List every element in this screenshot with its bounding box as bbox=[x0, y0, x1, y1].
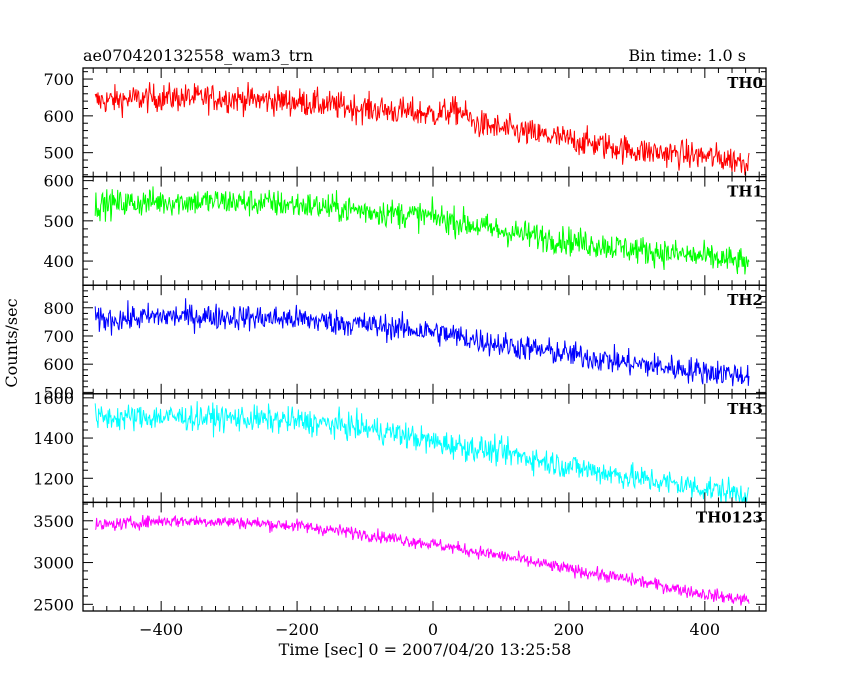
panel-th0: 500 600 700 TH0 bbox=[43, 67, 767, 178]
series-label-th0123: TH0123 bbox=[696, 508, 763, 526]
y-tick-label: 500 bbox=[43, 383, 74, 402]
series-line-th1 bbox=[94, 186, 750, 275]
y-tick-label: 3000 bbox=[33, 554, 74, 573]
panel-th2: 500 600 700 800 TH2 bbox=[43, 284, 767, 402]
panel-th0123: 2500 3000 3500 TH0123 bbox=[33, 501, 767, 614]
x-tick-label: −400 bbox=[139, 620, 183, 639]
y-tick-label: 500 bbox=[43, 212, 74, 231]
x-tick-label: −200 bbox=[275, 620, 319, 639]
y-axis-label: Counts/sec bbox=[2, 298, 21, 387]
y-tick-label: 500 bbox=[43, 144, 74, 163]
panel-frame bbox=[82, 67, 767, 178]
y-tick-label: 600 bbox=[43, 107, 74, 126]
panel-th1: 400 500 600 TH1 bbox=[43, 172, 767, 286]
y-tick-label: 700 bbox=[43, 327, 74, 346]
y-tick-label: 800 bbox=[43, 299, 74, 318]
series-label-th0: TH0 bbox=[727, 74, 763, 92]
series-line-th0123 bbox=[94, 514, 750, 606]
y-tick-label: 700 bbox=[43, 70, 74, 89]
chart-title: ae070420132558_wam3_trn bbox=[83, 46, 313, 65]
y-tick-label: 1200 bbox=[33, 469, 74, 488]
y-tick-label: 600 bbox=[43, 355, 74, 374]
y-tick-label: 400 bbox=[43, 252, 74, 271]
panels: 500 600 700 TH0 400 500 600 TH1 500 600 700 800 TH2 1… bbox=[33, 67, 767, 639]
y-tick-label: 3500 bbox=[33, 512, 74, 531]
panel-th3: 1200 1400 1600 TH3 bbox=[33, 389, 767, 504]
panel-frame bbox=[82, 501, 767, 612]
series-label-th3: TH3 bbox=[727, 400, 763, 418]
y-tick-label: 1600 bbox=[33, 389, 74, 408]
bin-time-label: Bin time: 1.0 s bbox=[628, 46, 746, 65]
y-tick-label: 600 bbox=[43, 172, 74, 191]
x-tick-label: 200 bbox=[554, 620, 585, 639]
x-tick-label: 400 bbox=[690, 620, 721, 639]
series-line-th0 bbox=[94, 81, 750, 176]
series-line-th3 bbox=[94, 401, 750, 503]
series-label-th2: TH2 bbox=[727, 291, 763, 309]
series-label-th1: TH1 bbox=[727, 183, 763, 201]
x-axis-label: Time [sec] 0 = 2007/04/20 13:25:58 bbox=[279, 640, 572, 659]
y-tick-label: 1400 bbox=[33, 429, 74, 448]
series-line-th2 bbox=[94, 298, 750, 387]
y-tick-label: 2500 bbox=[33, 595, 74, 614]
x-tick-label: 0 bbox=[428, 620, 438, 639]
